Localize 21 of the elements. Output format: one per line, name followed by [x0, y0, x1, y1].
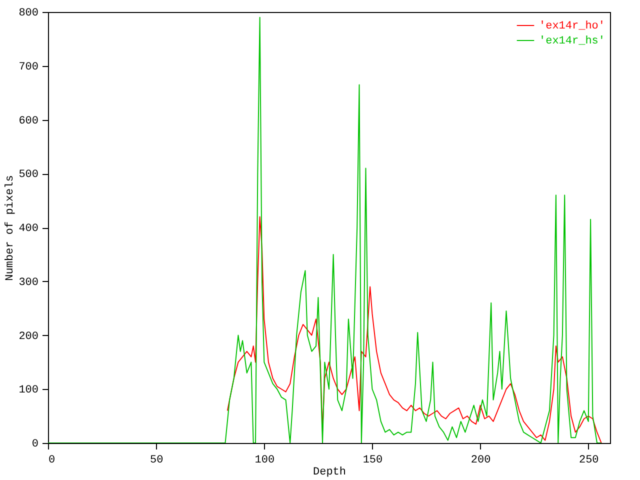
y-tick-label: 800: [18, 8, 38, 20]
x-axis-title: Depth: [312, 466, 346, 478]
y-tick-label: 600: [18, 115, 38, 128]
y-tick-label: 500: [18, 169, 38, 182]
y-tick-label: 300: [18, 276, 38, 289]
y-tick-label: 200: [18, 330, 38, 343]
y-tick-label: 0: [32, 438, 38, 450]
x-tick-label: 200: [470, 454, 491, 466]
x-tick-label: 250: [578, 454, 599, 466]
legend-label: 'ex14r_hs': [539, 36, 606, 48]
x-tick-label: 150: [362, 454, 383, 466]
x-tick-label: 0: [48, 454, 56, 466]
y-tick-label: 400: [18, 223, 38, 235]
x-tick-label: 50: [150, 454, 164, 466]
line-series: [48, 16, 602, 443]
x-tick-label: 100: [254, 454, 275, 466]
line-series: [226, 216, 602, 443]
y-axis-title: Number of pixels: [4, 175, 16, 281]
legend-label: 'ex14r_ho': [539, 20, 606, 32]
y-tick-label: 100: [18, 384, 38, 397]
y-tick-label: 700: [18, 61, 38, 74]
